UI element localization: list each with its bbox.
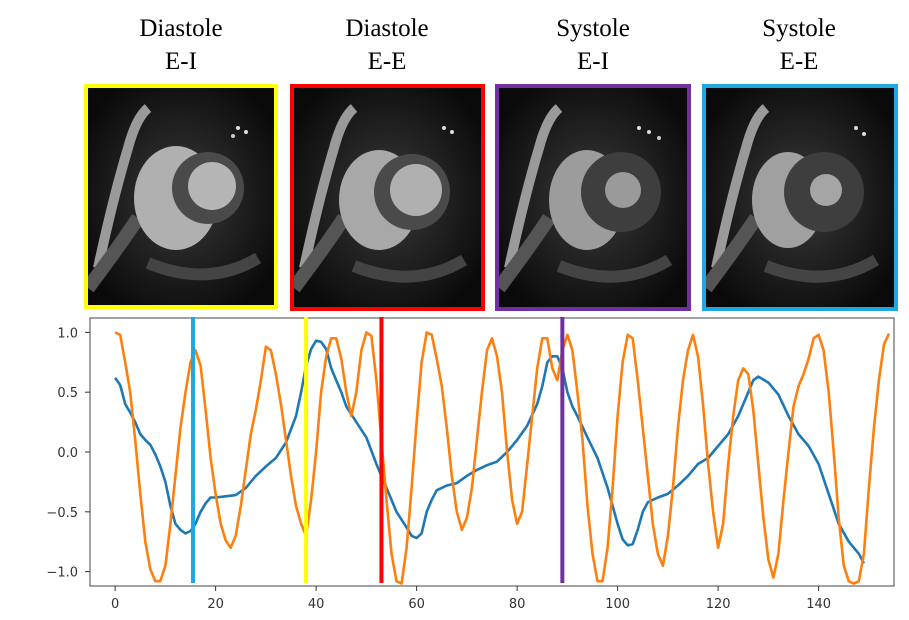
x-tick-label: 40 (308, 597, 325, 612)
mri-image-4 (706, 88, 894, 307)
panel-phase-2: Diastole (345, 15, 429, 42)
panel-label-4: E-E (779, 48, 819, 75)
panel-title-2: Diastole E-E (287, 12, 487, 78)
y-tick-label: 0.5 (57, 386, 78, 401)
panel-title-4: Systole E-E (699, 12, 899, 78)
mri-image-3 (499, 88, 687, 307)
panel-label-3: E-I (577, 48, 609, 75)
y-tick-label: −1.0 (46, 566, 78, 581)
signal-chart: 1.0 0.5 0.0 −0.5 −1.0 0 20 40 60 80 100 120 140 (46, 317, 895, 612)
y-tick-label: 1.0 (57, 326, 78, 341)
mri-frame-diastole-ei (84, 84, 278, 309)
panel-title-3: Systole E-I (493, 12, 693, 78)
series-line-2 (114, 331, 891, 585)
x-tick-label: 80 (509, 597, 526, 612)
x-tick-label: 20 (207, 597, 224, 612)
panel-phase-3: Systole (556, 15, 630, 42)
mri-frame-systole-ee (702, 84, 898, 311)
x-tick-label: 0 (111, 597, 119, 612)
x-tick-label: 60 (408, 597, 425, 612)
y-tick-label: −0.5 (46, 506, 78, 521)
x-tick-label: 100 (605, 597, 630, 612)
x-tick-label: 120 (706, 597, 731, 612)
y-tick-label: 0.0 (57, 446, 78, 461)
panel-title-1: Diastole E-I (81, 12, 281, 78)
panel-label-2: E-E (367, 48, 407, 75)
panel-phase-1: Diastole (139, 15, 223, 42)
series-line-1 (114, 339, 866, 564)
panel-phase-4: Systole (762, 15, 836, 42)
mri-image-2 (294, 88, 481, 307)
x-tick-label: 140 (806, 597, 831, 612)
mri-image-1 (88, 88, 274, 305)
mri-frame-diastole-ee (290, 84, 485, 311)
plot-frame (89, 317, 895, 587)
mri-frame-systole-ei (495, 84, 691, 311)
panel-label-1: E-I (165, 48, 197, 75)
